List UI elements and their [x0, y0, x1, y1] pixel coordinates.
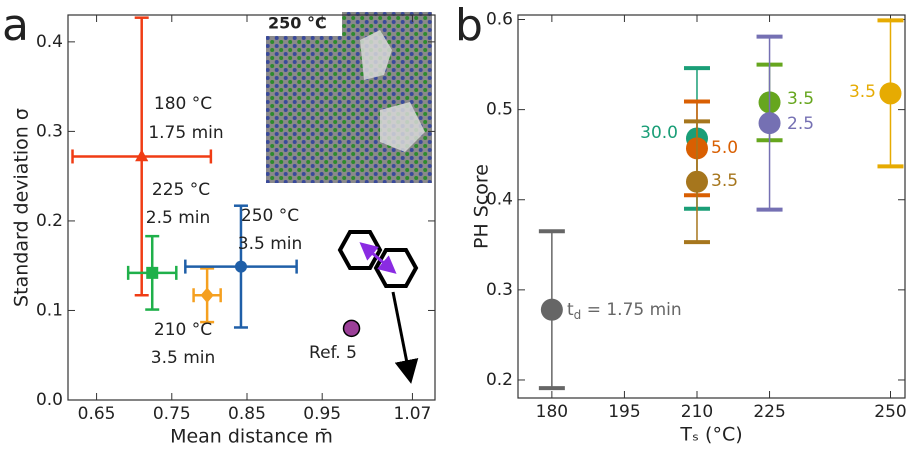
label-part: d: [574, 308, 582, 322]
x-tick-label: 250: [874, 402, 906, 422]
panel-letter: a: [2, 0, 29, 51]
point: [685, 170, 708, 193]
y-tick-label: 0.1: [36, 300, 63, 320]
y-tick-label: 0.2: [36, 211, 63, 231]
point-label: 210 °C: [154, 320, 212, 340]
point-label: Ref. 5: [309, 343, 357, 363]
point-label: 2.5: [787, 114, 814, 134]
point: [146, 266, 159, 279]
x-tick-label: 210: [681, 402, 713, 422]
point-label: 30.0: [640, 123, 678, 143]
x-tick-label: 0.85: [228, 404, 266, 424]
x-axis-label: Mean distance m̄: [170, 426, 333, 448]
plot-frame: [517, 14, 906, 399]
point-label: 180 °C: [154, 94, 212, 114]
y-tick-label: 0.4: [486, 190, 513, 210]
point-label: 1.75 min: [148, 123, 223, 143]
y-tick-label: 0.4: [36, 32, 63, 52]
y-tick-label: 0.6: [486, 10, 513, 30]
x-tick-label: 225: [753, 402, 785, 422]
label-part: t: [567, 300, 574, 320]
point-label: 3.5: [849, 82, 876, 102]
y-tick-label: 0.3: [486, 280, 513, 300]
point-label: 3.5: [787, 89, 814, 109]
point-label: 225 °C: [152, 180, 210, 200]
y-tick-label: 0.2: [486, 370, 513, 390]
hexagon-icon: [337, 230, 419, 384]
y-axis-label: Standard deviation σ: [11, 108, 33, 307]
point-label: 2.5 min: [146, 208, 211, 228]
y-tick-label: 0.5: [486, 100, 513, 120]
x-tick-label: 0.75: [153, 404, 191, 424]
x-tick-label: 0.65: [78, 404, 116, 424]
point-label: 250 °C: [241, 206, 299, 226]
y-tick-label: 0.3: [36, 121, 63, 141]
point-label: 3.5 min: [238, 234, 303, 254]
point: [540, 298, 563, 321]
plot-frame: [67, 14, 436, 401]
point: [200, 287, 214, 304]
point: [234, 260, 247, 273]
point: [135, 149, 149, 162]
point-label: 3.5: [711, 171, 738, 191]
x-tick-label: 1.07: [394, 404, 432, 424]
x-tick-label: 195: [608, 402, 640, 422]
y-axis-label: PH Score: [471, 164, 493, 249]
panel-letter: b: [455, 0, 483, 51]
point-label: td = 1.75 min: [567, 300, 682, 322]
inset-label: 250 °C: [268, 14, 327, 33]
x-tick-label: 180: [536, 402, 568, 422]
point: [879, 82, 902, 105]
label-part: = 1.75 min: [581, 300, 681, 320]
point-label: 5.0: [711, 138, 738, 158]
x-axis-label: Tₛ (°C): [679, 424, 742, 446]
y-tick-label: 0.0: [36, 390, 63, 410]
point-label: 3.5 min: [151, 348, 216, 368]
point: [758, 112, 781, 135]
point: [342, 319, 361, 338]
x-tick-label: 0.95: [303, 404, 341, 424]
inset-image: [266, 12, 432, 183]
